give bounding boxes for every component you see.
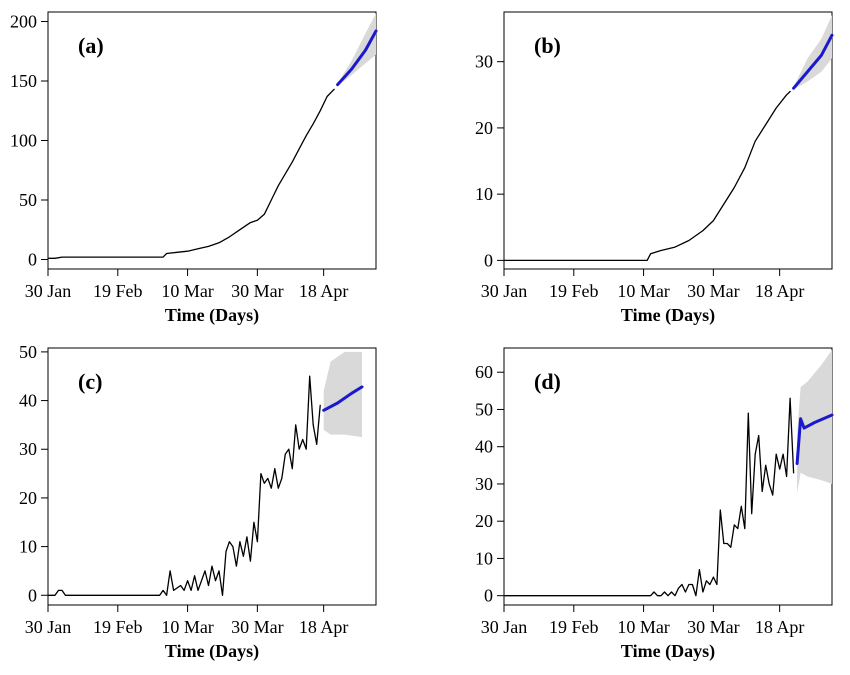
x-tick-label: 19 Feb [549,281,599,301]
y-tick-label: 0 [28,585,37,605]
forecast-interval-band [323,351,362,438]
x-tick-label: 30 Jan [481,617,528,637]
y-tick-label: 60 [475,362,493,382]
y-tick-label: 40 [475,437,493,457]
panel-label: (b) [534,33,561,58]
x-axis-title: Time (Days) [165,305,259,326]
forecast-series-line [795,413,834,465]
y-tick-label: 10 [475,184,493,204]
observed-series-line [47,88,335,259]
x-axis-title: Time (Days) [621,305,715,326]
x-tick-label: 19 Feb [93,617,143,637]
x-axis-title: Time (Days) [621,641,715,662]
forecast-series-line [336,29,378,87]
panel-label: (a) [78,33,104,58]
x-tick-label: 18 Apr [299,617,349,637]
x-tick-label: 19 Feb [549,617,599,637]
x-axis-title: Time (Days) [165,641,259,662]
panel-d: (d) Time (Days) 30 Jan 19 Feb 10 Mar 30 Mar… [475,347,834,662]
forecast-interval-band [337,13,376,86]
forecast-interval-band [793,15,832,90]
y-tick-label: 20 [19,488,37,508]
y-tick-label: 30 [19,439,37,459]
panel-label: (c) [78,369,102,394]
x-tick-label: 30 Mar [687,281,740,301]
y-tick-label: 20 [475,511,493,531]
x-tick-label: 30 Mar [231,617,284,637]
x-tick-label: 18 Apr [299,281,349,301]
y-tick-label: 50 [19,342,37,362]
y-tick-label: 0 [28,249,37,269]
y-tick-label: 0 [484,250,493,270]
y-tick-label: 20 [475,118,493,138]
panel-b: (b) Time (Days) 30 Jan 19 Feb 10 Mar 30 Mar… [475,11,834,326]
x-tick-label: 18 Apr [755,281,805,301]
panel-a: (a) Time (Days) 30 Jan 19 Feb 10 Mar 30 Mar… [10,11,378,326]
forecast-series-line [792,33,834,90]
y-tick-label: 30 [475,52,493,72]
panel-c: (c) Time (Days) 30 Jan 19 Feb 10 Mar 30 Mar… [19,342,377,662]
forecast-series-line [322,385,364,412]
x-tick-label: 10 Mar [617,617,670,637]
y-tick-label: 30 [475,474,493,494]
y-tick-label: 50 [19,190,37,210]
x-tick-label: 10 Mar [161,281,214,301]
y-tick-label: 10 [19,537,37,557]
observed-series-line [503,397,795,597]
x-tick-label: 10 Mar [161,617,214,637]
x-tick-label: 30 Jan [25,617,72,637]
y-tick-label: 40 [19,391,37,411]
panel-label: (d) [534,369,561,394]
y-tick-label: 0 [484,586,493,606]
plot-frame [47,347,377,606]
x-tick-label: 30 Jan [25,281,72,301]
y-tick-label: 100 [10,131,37,151]
x-tick-label: 18 Apr [755,617,805,637]
plot-frame [503,11,833,270]
x-tick-label: 30 Jan [481,281,528,301]
x-tick-label: 19 Feb [93,281,143,301]
y-tick-label: 150 [10,71,37,91]
observed-series-line [47,375,321,596]
y-tick-label: 50 [475,399,493,419]
x-tick-label: 10 Mar [617,281,670,301]
x-tick-label: 30 Mar [687,617,740,637]
y-tick-label: 10 [475,548,493,568]
y-tick-label: 200 [10,12,37,32]
x-tick-label: 30 Mar [231,281,284,301]
observed-series-line [503,90,791,262]
